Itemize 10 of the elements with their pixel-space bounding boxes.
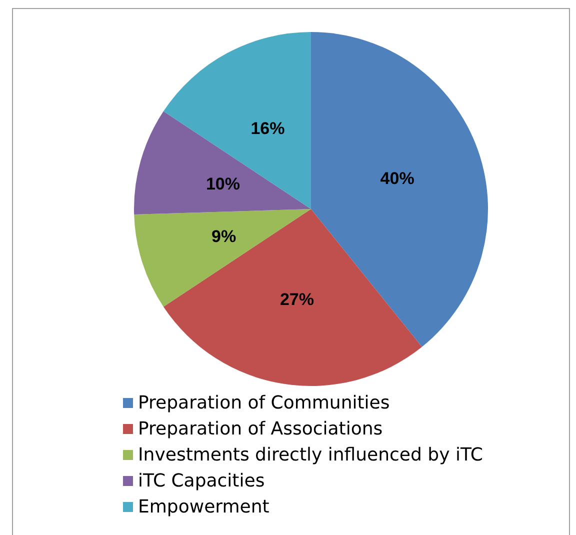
data-label: 9% [212,227,236,246]
legend-label: Preparation of Associations [138,418,383,440]
data-label: 10% [206,174,240,194]
data-label: 16% [250,118,285,138]
legend-label: Investments directly influenced by iTC [138,444,483,466]
legend-label: Preparation of Communities [138,392,390,414]
data-label: 27% [280,290,314,309]
legend-label: iTC Capacities [138,470,265,492]
legend-label: Empowerment [138,496,270,518]
data-label: 40% [380,169,414,188]
